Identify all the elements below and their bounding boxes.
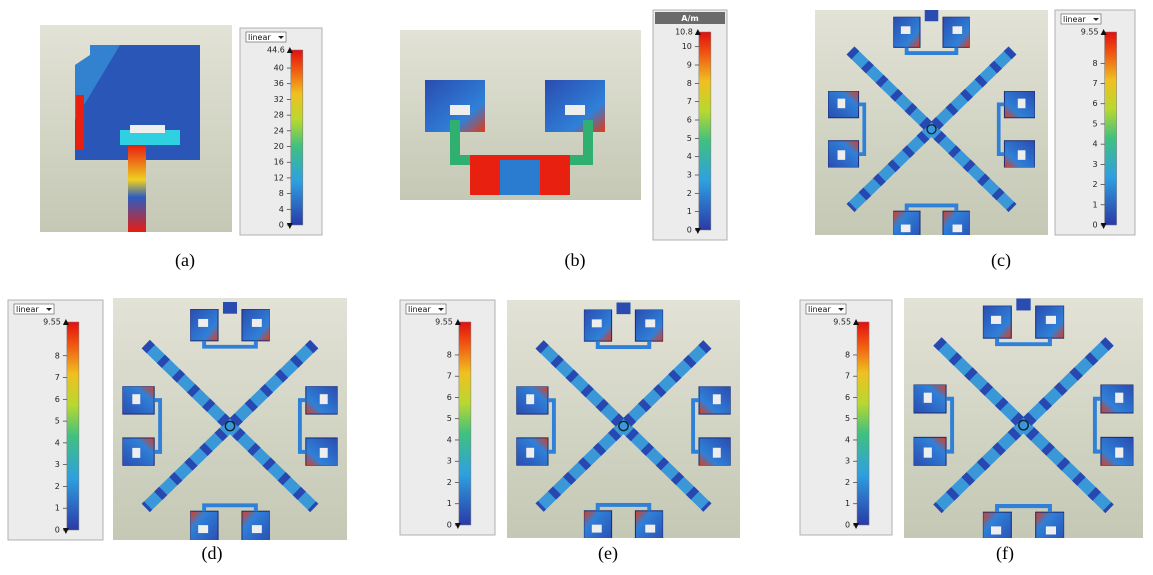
scale-max-label: 10.8 [675, 28, 693, 37]
scale-max-label: 9.55 [1081, 28, 1099, 37]
scale-tick-label: 3 [687, 171, 692, 180]
scale-tick-label: 7 [447, 372, 452, 381]
scale-tick-label: 28 [274, 111, 284, 120]
scale-tick-label: 7 [1093, 79, 1098, 88]
scale-tick-label: 9 [687, 61, 692, 70]
scale-tick-label: 4 [1093, 140, 1098, 149]
scale-tick-label: 5 [447, 414, 452, 423]
scale-tick-label: 6 [1093, 99, 1098, 108]
scale-tick-label: 7 [687, 97, 692, 106]
scale-tick-label: 6 [447, 393, 452, 402]
scale-dropdown-label: linear [808, 305, 831, 314]
scale-tick-label: 4 [687, 152, 692, 161]
scale-tick-label: 6 [845, 393, 850, 402]
scale-tick-label: 3 [447, 457, 452, 466]
scale-tick-label: 0 [55, 526, 60, 535]
scale-dropdown-label: linear [1063, 15, 1086, 24]
scale-max-label: 9.55 [43, 318, 61, 327]
scale-tick-label: 3 [845, 457, 850, 466]
scale-tick-label: 1 [55, 504, 60, 513]
panel-caption: (a) [175, 250, 195, 271]
scale-tick-label: 4 [845, 435, 850, 444]
scale-tick-label: 40 [274, 64, 284, 73]
figure: linear44.64036322824201612840(a)A/m10.81… [0, 0, 1153, 575]
scale-tick-label: 12 [274, 173, 284, 182]
scale-tick-label: 16 [274, 158, 284, 167]
scale-tick-label: 1 [687, 207, 692, 216]
scale-dropdown-label: linear [248, 33, 271, 42]
scale-tick-label: 5 [1093, 119, 1098, 128]
color-scale [857, 322, 869, 525]
scale-dropdown-label: linear [16, 305, 39, 314]
scale-dropdown-label: linear [408, 305, 431, 314]
panel-caption: (c) [991, 250, 1011, 271]
scale-max-label: 9.55 [833, 318, 851, 327]
color-scale [67, 322, 79, 530]
field-image [113, 298, 347, 543]
scale-tick-label: 7 [845, 372, 850, 381]
scale-tick-label: 8 [845, 350, 850, 359]
scale-tick-label: 1 [447, 499, 452, 508]
panel-caption: (f) [996, 543, 1014, 564]
scale-tick-label: 3 [55, 460, 60, 469]
color-scale [699, 32, 711, 230]
scale-max-label: 44.6 [267, 46, 285, 55]
scale-tick-label: 1 [1093, 200, 1098, 209]
scale-tick-label: 5 [55, 417, 60, 426]
scale-tick-label: 3 [1093, 160, 1098, 169]
scale-tick-label: 2 [687, 189, 692, 198]
scale-tick-label: 4 [55, 438, 60, 447]
scale-tick-label: 8 [687, 79, 692, 88]
color-scale [1105, 32, 1117, 225]
scale-tick-label: 8 [279, 189, 284, 198]
scale-tick-label: 8 [447, 350, 452, 359]
panel-caption: (d) [202, 543, 223, 564]
color-scale [459, 322, 471, 525]
scale-tick-label: 20 [274, 142, 284, 151]
field-image [40, 25, 232, 232]
scale-tick-label: 10 [682, 42, 692, 51]
field-image [904, 298, 1143, 545]
scale-tick-label: 0 [279, 221, 284, 230]
scale-tick-label: 36 [274, 79, 284, 88]
scale-max-label: 9.55 [435, 318, 453, 327]
scale-tick-label: 8 [1093, 59, 1098, 68]
field-image [400, 30, 641, 200]
scale-tick-label: 24 [274, 126, 284, 135]
color-scale [291, 50, 303, 225]
scale-tick-label: 1 [845, 499, 850, 508]
scale-tick-label: 32 [274, 95, 284, 104]
scale-tick-label: 5 [687, 134, 692, 143]
unit-label: A/m [681, 14, 698, 23]
scale-tick-label: 6 [687, 116, 692, 125]
scale-tick-label: 4 [279, 205, 284, 214]
scale-tick-label: 2 [1093, 180, 1098, 189]
scale-tick-label: 0 [845, 521, 850, 530]
scale-tick-label: 2 [447, 478, 452, 487]
figure-canvas: linear44.64036322824201612840(a)A/m10.81… [0, 0, 1153, 575]
field-image [507, 300, 740, 542]
scale-tick-label: 2 [55, 482, 60, 491]
field-image [815, 10, 1048, 242]
scale-tick-label: 0 [1093, 221, 1098, 230]
scale-tick-label: 4 [447, 435, 452, 444]
scale-tick-label: 8 [55, 351, 60, 360]
panel-caption: (b) [565, 250, 586, 271]
scale-tick-label: 7 [55, 373, 60, 382]
scale-tick-label: 6 [55, 395, 60, 404]
scale-tick-label: 0 [447, 521, 452, 530]
panel-caption: (e) [598, 543, 618, 564]
scale-tick-label: 0 [687, 226, 692, 235]
scale-tick-label: 5 [845, 414, 850, 423]
scale-tick-label: 2 [845, 478, 850, 487]
